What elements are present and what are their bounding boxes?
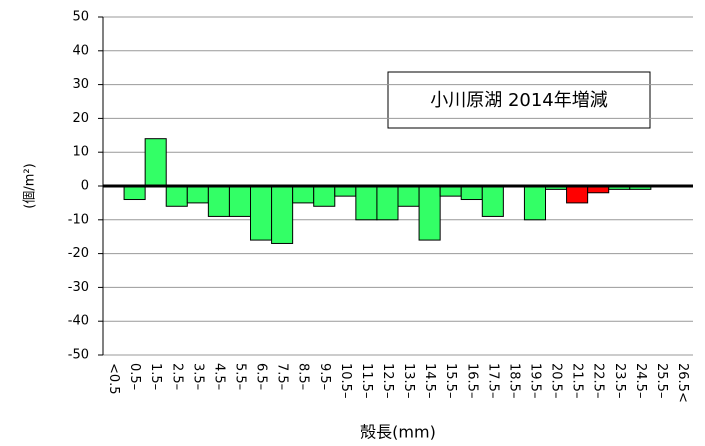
bar [439,185,462,197]
x-tick-label: 13.5– [401,363,416,398]
x-tick-label: 19.5– [527,363,542,398]
bar [292,185,315,204]
x-tick-label: 0.5– [127,363,142,390]
bar [355,185,378,221]
x-tick-label: 22.5– [591,363,606,398]
x-tick-label: 3.5– [190,363,205,390]
x-tick-label: 18.5– [506,363,521,398]
y-tick-label: -20 [68,246,89,261]
bar [334,185,357,197]
y-tick-label: 30 [72,77,89,92]
y-tick-label: 50 [72,10,89,25]
bar [207,185,230,217]
bar [397,185,420,207]
y-tick-label: 0 [81,179,89,194]
bar [144,138,167,187]
x-tick-label: 26.5< [675,363,690,403]
x-tick-label: 4.5– [211,363,226,390]
x-tick-label: 1.5– [148,363,163,390]
x-tick-label: <0.5 [106,363,121,395]
bar [418,185,441,241]
bar [123,185,146,201]
x-tick-label: 24.5– [633,363,648,398]
y-tick-label: -30 [68,280,89,295]
x-tick-label: 5.5– [232,363,247,390]
x-axis-label: 殻長(mm) [360,423,436,442]
y-tick-label: 20 [72,111,89,126]
bar [250,185,273,241]
y-tick-label: 10 [72,145,89,160]
x-tick-label: 8.5– [296,363,311,390]
x-tick-label: 10.5– [338,363,353,398]
x-tick-label: 23.5– [612,363,627,398]
x-tick-label: 25.5– [654,363,669,398]
y-tick-label: 40 [72,43,89,58]
y-tick-label: -50 [68,348,89,363]
bar [228,185,252,217]
x-tick-label: 7.5– [275,363,290,390]
x-tick-label: 2.5– [169,363,184,390]
x-tick-label: 11.5– [359,363,374,398]
bar [186,185,209,204]
bar [165,185,188,207]
x-tick-label: 16.5– [464,363,479,398]
y-tick-label: -10 [68,212,89,227]
x-tick-label: 6.5– [254,363,269,390]
bar [460,185,483,201]
x-tick-label: 15.5– [443,363,458,398]
x-tick-label: 9.5– [317,363,332,390]
bar [523,185,547,221]
x-tick-label: 14.5– [422,363,437,398]
bar [271,185,294,244]
x-tick-label: 21.5– [570,363,585,398]
y-tick-label: -40 [68,314,89,329]
x-tick-label: 12.5– [380,363,395,398]
annotation: 小川原湖 2014年増減 [430,90,608,111]
bar [566,185,589,204]
y-axis-label: (個/m²) [23,163,38,208]
bar [481,185,504,217]
bar [313,185,336,207]
x-tick-label: 20.5– [549,363,564,398]
x-tick-label: 17.5– [485,363,500,398]
bar [376,185,399,221]
